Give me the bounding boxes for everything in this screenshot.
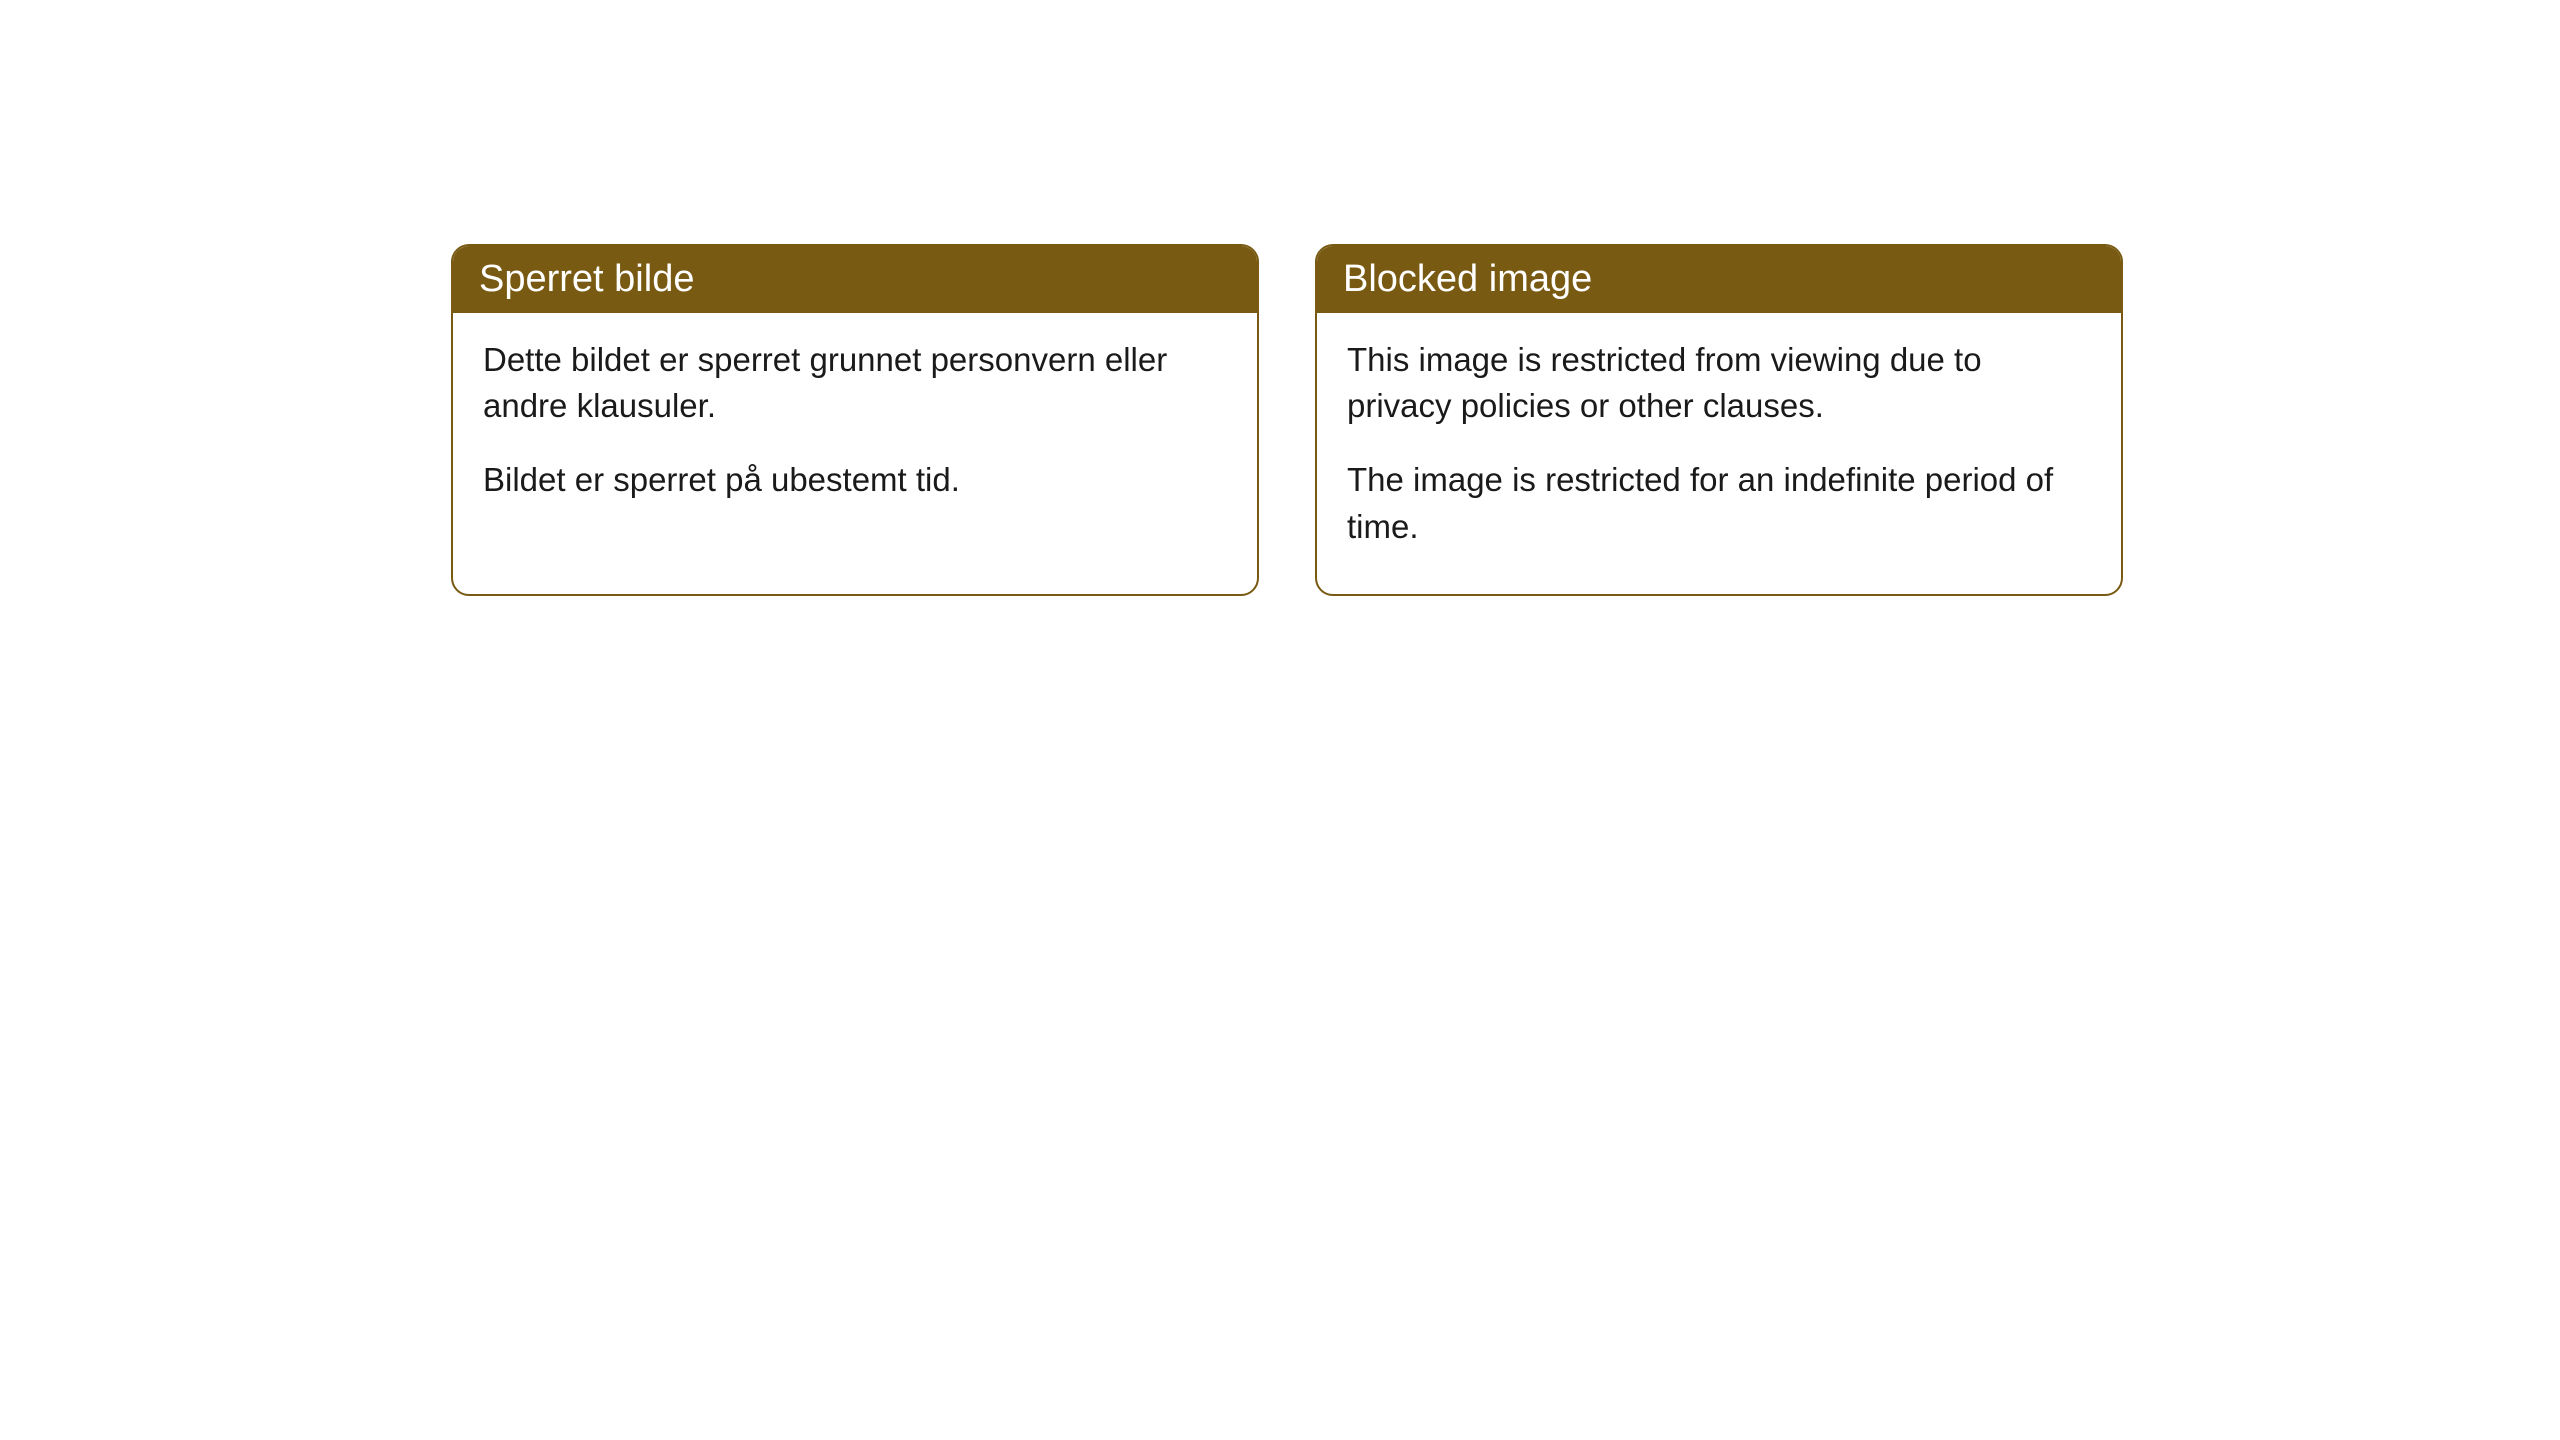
card-header: Sperret bilde [453, 246, 1257, 313]
card-paragraph: Dette bildet er sperret grunnet personve… [483, 337, 1227, 429]
card-paragraph: This image is restricted from viewing du… [1347, 337, 2091, 429]
card-body: This image is restricted from viewing du… [1317, 313, 2121, 594]
card-title: Sperret bilde [479, 258, 694, 300]
card-title: Blocked image [1343, 258, 1592, 300]
blocked-image-card-english: Blocked image This image is restricted f… [1315, 244, 2123, 596]
notice-cards-container: Sperret bilde Dette bildet er sperret gr… [451, 244, 2123, 596]
blocked-image-card-norwegian: Sperret bilde Dette bildet er sperret gr… [451, 244, 1259, 596]
card-paragraph: The image is restricted for an indefinit… [1347, 457, 2091, 549]
card-header: Blocked image [1317, 246, 2121, 313]
card-body: Dette bildet er sperret grunnet personve… [453, 313, 1257, 548]
card-paragraph: Bildet er sperret på ubestemt tid. [483, 457, 1227, 503]
